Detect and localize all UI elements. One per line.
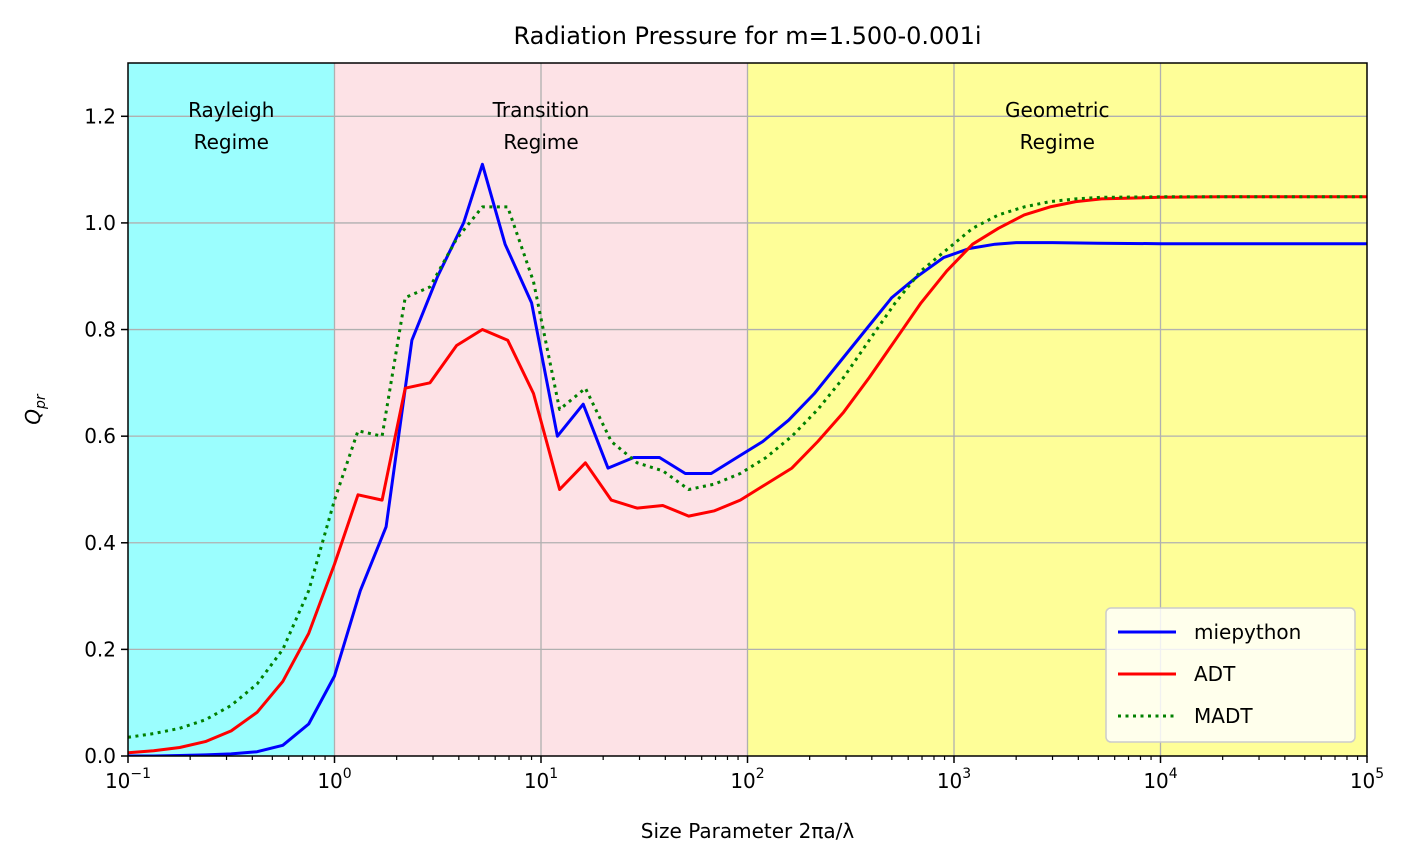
x-tick-base: 10 [105, 769, 130, 793]
x-tick-label: 101 [524, 766, 558, 793]
x-tick-exponent: 4 [1169, 766, 1178, 782]
y-tick-label: 0.6 [84, 424, 116, 448]
x-tick-label: 103 [937, 766, 971, 793]
regime-label-line2: Regime [1020, 130, 1095, 154]
x-tick-base: 10 [317, 769, 342, 793]
legend: miepython ADT MADT [1105, 607, 1356, 743]
regime-label-rayleigh: Rayleigh Regime [188, 98, 274, 154]
x-tick-label: 10−1 [105, 766, 151, 793]
y-tick-label: 0.2 [84, 637, 116, 661]
x-axis-ticks: 10−1 100 101 102 103 104 105 [105, 756, 1384, 793]
x-tick-base: 10 [730, 769, 755, 793]
legend-box [1105, 607, 1356, 743]
x-tick-label: 104 [1143, 766, 1177, 793]
regime-label-line1: Rayleigh [188, 98, 274, 122]
x-tick-base: 10 [1350, 769, 1375, 793]
regime-label-line2: Regime [194, 130, 269, 154]
regime-labels: Rayleigh Regime Transition Regime Geometric R… [188, 98, 1109, 154]
x-axis-label: Size Parameter 2πa/λ [641, 819, 855, 843]
y-axis-label-main: Q [21, 409, 45, 425]
regime-label-line2: Regime [503, 130, 578, 154]
y-tick-label: 0.0 [84, 744, 116, 768]
regime-label-transition: Transition Regime [492, 98, 590, 154]
regime-label-line1: Geometric [1005, 98, 1109, 122]
regime-label-geometric: Geometric Regime [1005, 98, 1109, 154]
x-tick-exponent: 0 [343, 766, 352, 782]
x-tick-exponent: −1 [130, 766, 151, 782]
series-lines [128, 162, 1367, 756]
series-line-madt [128, 195, 1367, 739]
legend-label-adt: ADT [1194, 662, 1236, 686]
x-tick-exponent: 3 [962, 766, 971, 782]
regime-band-rayleigh [128, 63, 335, 756]
y-tick-label: 1.0 [84, 211, 116, 235]
y-tick-label: 0.4 [84, 531, 116, 555]
regime-label-line1: Transition [492, 98, 590, 122]
y-axis-label: Qpr [21, 393, 49, 425]
x-tick-base: 10 [524, 769, 549, 793]
series-line-adt [128, 195, 1367, 755]
x-tick-exponent: 2 [756, 766, 765, 782]
legend-label-miepython: miepython [1194, 620, 1301, 644]
x-tick-label: 102 [730, 766, 764, 793]
series-line-miepython [128, 162, 1367, 756]
x-tick-base: 10 [937, 769, 962, 793]
x-tick-label: 100 [317, 766, 351, 793]
y-axis-ticks: 0.0 0.2 0.4 0.6 0.8 1.0 1.2 [84, 104, 128, 768]
x-tick-label: 105 [1350, 766, 1384, 793]
legend-label-madt: MADT [1194, 704, 1253, 728]
y-axis-label-sub: pr [33, 393, 49, 410]
x-tick-exponent: 5 [1375, 766, 1384, 782]
y-tick-label: 1.2 [84, 104, 116, 128]
y-tick-label: 0.8 [84, 318, 116, 342]
x-tick-exponent: 1 [549, 766, 558, 782]
x-tick-base: 10 [1143, 769, 1168, 793]
chart-title: Radiation Pressure for m=1.500-0.001i [513, 22, 981, 50]
